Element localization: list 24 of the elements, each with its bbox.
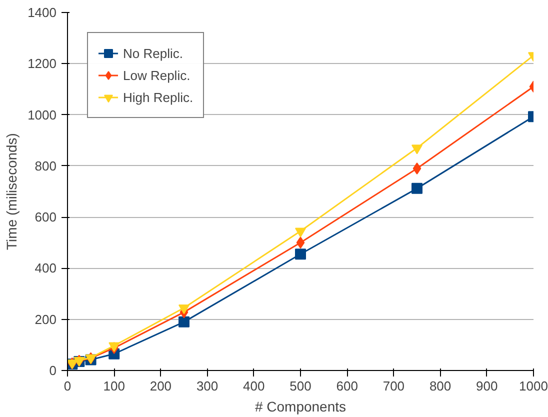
legend-label: High Replic. (123, 90, 194, 104)
x-tick-label: 100 (103, 378, 125, 394)
x-tick-label: 400 (243, 378, 265, 394)
legend-label: No Replic. (123, 46, 183, 60)
x-tick-label: 1000 (519, 378, 548, 394)
x-tick-label: 500 (290, 378, 312, 394)
x-tick-label: 700 (382, 378, 405, 394)
legend-label: Low Replic. (123, 68, 190, 82)
x-tick-label: 300 (196, 378, 218, 394)
y-tick-label: 0 (49, 363, 57, 378)
x-tick-label: 200 (150, 378, 172, 394)
y-tick-label: 800 (34, 158, 57, 174)
x-tick-label: 0 (64, 378, 72, 394)
x-axis-title: # Components (254, 398, 346, 414)
y-tick-label: 1000 (28, 107, 56, 122)
y-tick-label: 600 (34, 210, 57, 225)
y-axis-title: Time (miliseconds) (4, 133, 20, 250)
x-tick-label: 600 (336, 378, 358, 394)
y-tick-label: 1400 (28, 5, 56, 20)
x-tick-label: 800 (429, 378, 452, 394)
y-tick-label: 1200 (28, 56, 56, 72)
y-tick-label: 400 (34, 260, 57, 276)
x-tick-label: 900 (476, 378, 498, 394)
y-tick-label: 200 (34, 312, 57, 327)
